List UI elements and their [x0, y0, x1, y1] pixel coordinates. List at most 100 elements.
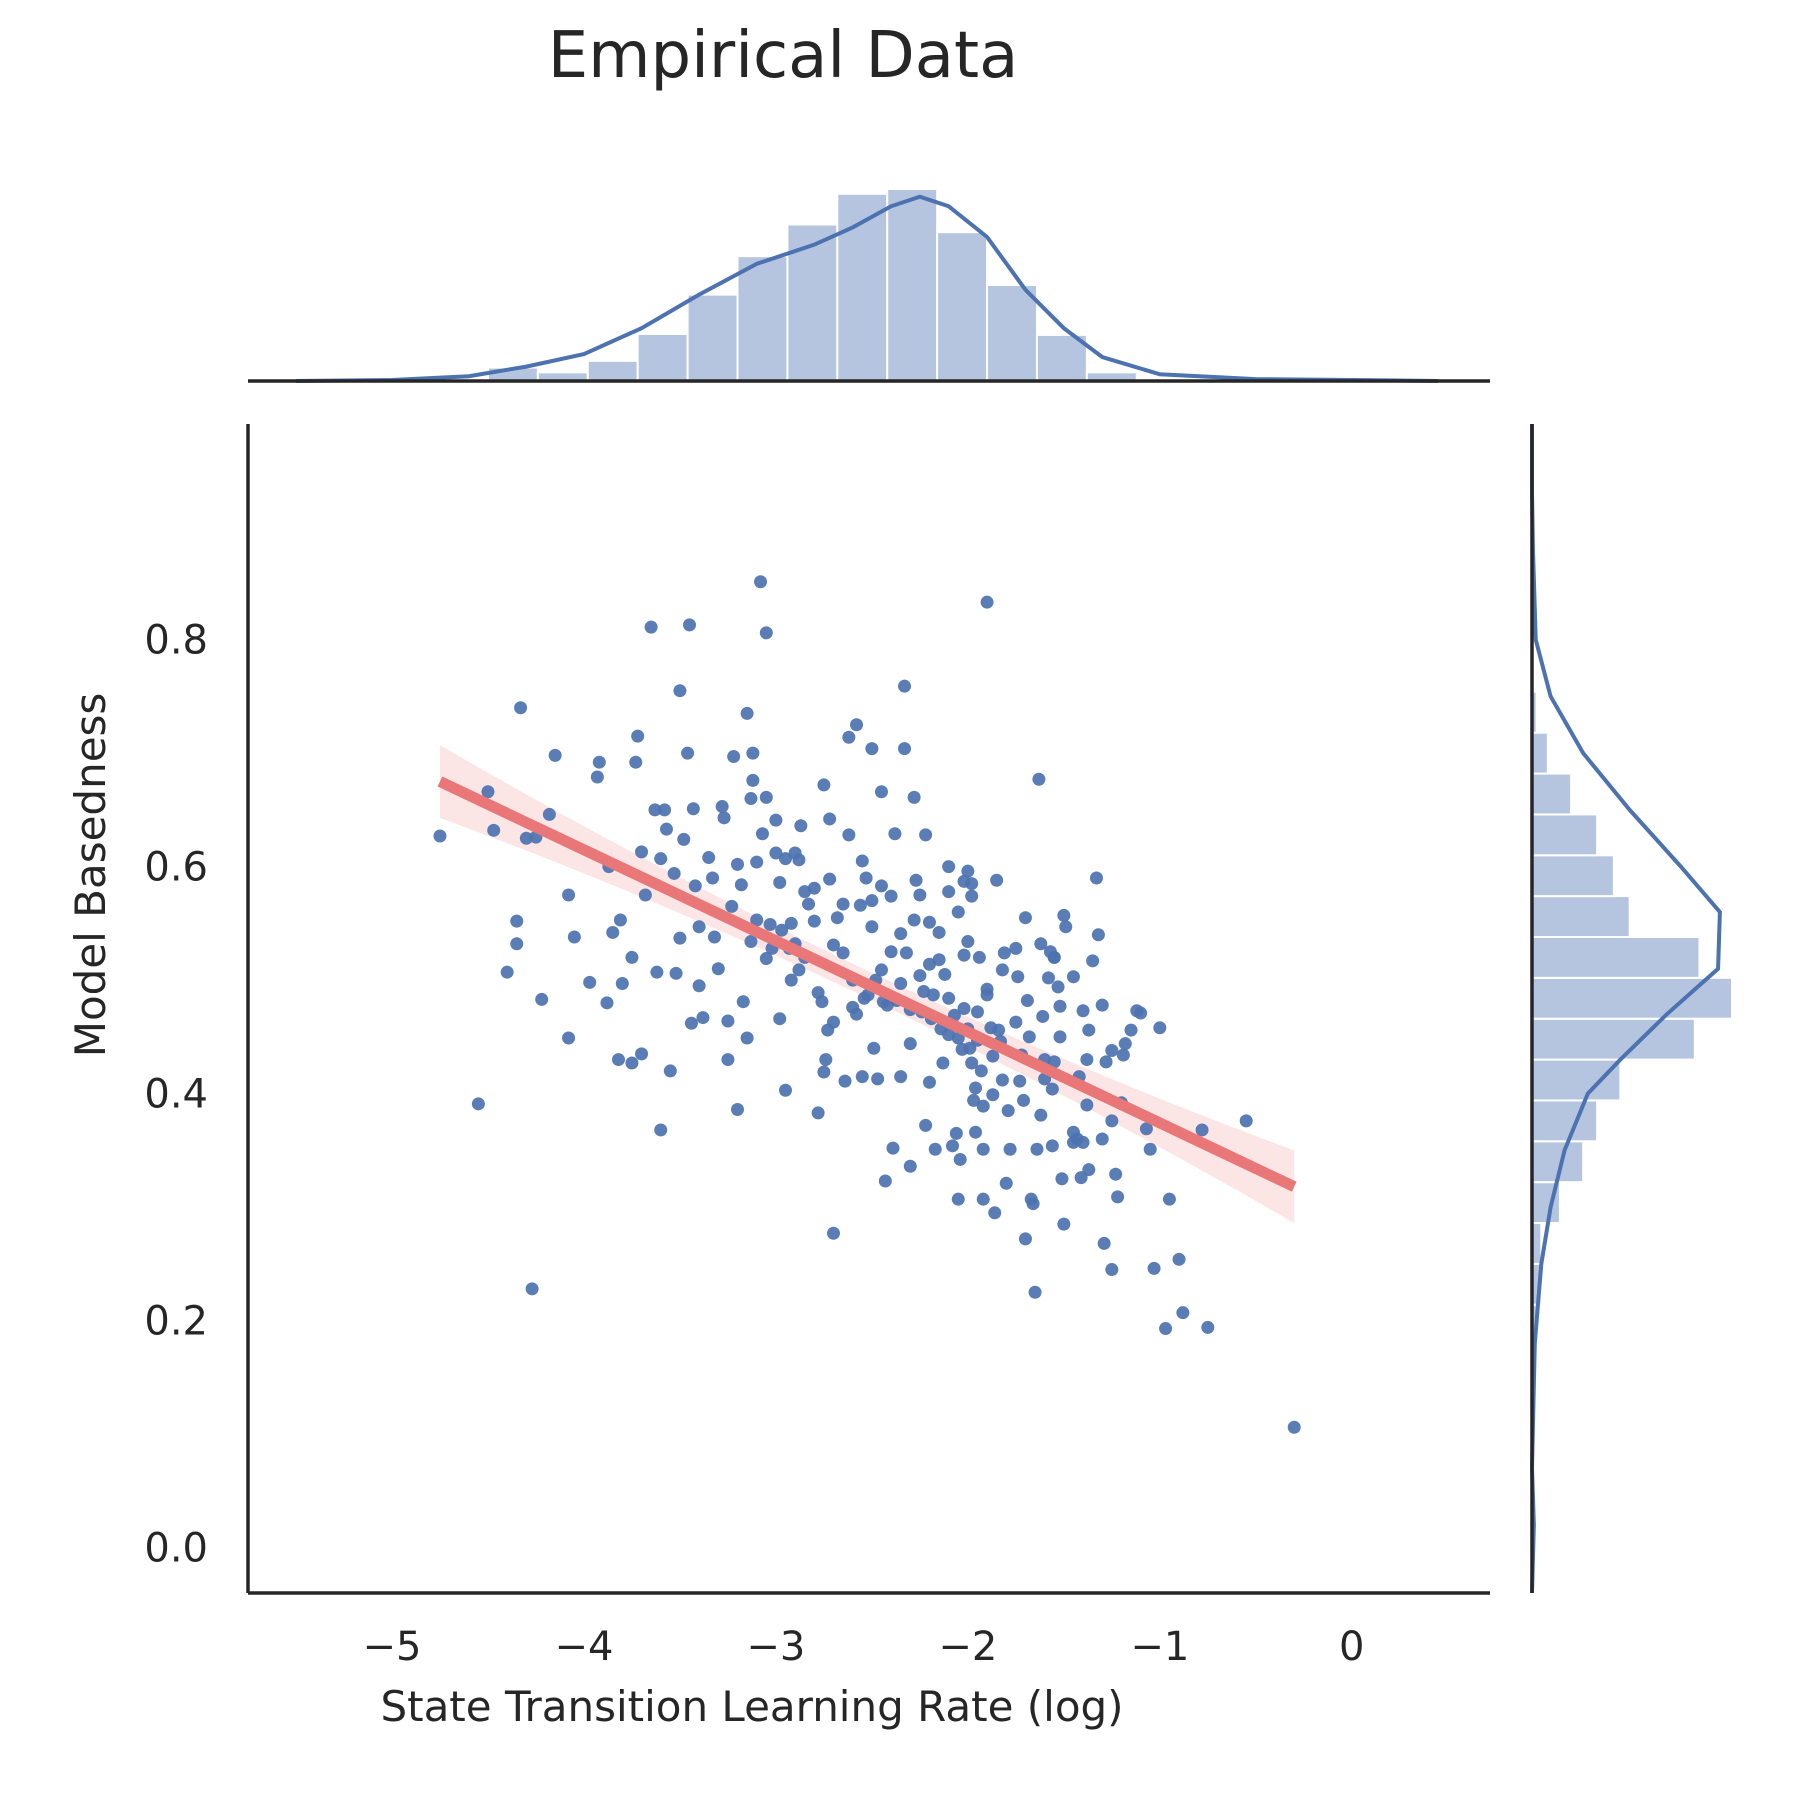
scatter-point [746, 773, 760, 787]
scatter-point [815, 995, 829, 1009]
x-tick-label: −1 [1130, 1624, 1189, 1670]
scatter-point [919, 1118, 933, 1132]
scatter-point [750, 855, 764, 869]
scatter-point [1020, 994, 1034, 1008]
scatter-point [744, 935, 758, 949]
scatter-point [830, 911, 844, 925]
scatter-point [1045, 1139, 1059, 1153]
y-tick-label: 0.0 [144, 1526, 208, 1572]
scatter-point [562, 888, 576, 902]
scatter-point [1099, 1055, 1113, 1069]
scatter-point [773, 876, 787, 890]
scatter-point [976, 1142, 990, 1156]
scatter-point [763, 918, 777, 932]
scatter-point [481, 785, 495, 799]
scatter-point [874, 879, 888, 893]
scatter-point [654, 1123, 668, 1137]
scatter-point [433, 829, 447, 843]
scatter-point [667, 866, 681, 880]
scatter-point [1086, 954, 1100, 968]
scatter-point [692, 920, 706, 934]
scatter-point [1105, 1263, 1119, 1277]
scatter-point [884, 889, 898, 903]
scatter-point [951, 905, 965, 919]
scatter-point [731, 857, 745, 871]
scatter-point [669, 966, 683, 980]
scatter-point [922, 1075, 936, 1089]
scatter-point [1082, 1163, 1096, 1177]
scatter-point [1053, 1030, 1067, 1044]
scatter-point [894, 977, 908, 991]
chart-title: Empirical Data [548, 19, 1019, 93]
scatter-point [784, 973, 798, 987]
scatter-point [683, 618, 697, 632]
right-hist-bar [1531, 1099, 1599, 1143]
scatter-point [654, 852, 668, 866]
scatter-point [567, 930, 581, 944]
scatter-point [759, 626, 773, 640]
scatter-point [886, 1141, 900, 1155]
scatter-point [1109, 1167, 1123, 1181]
scatter-point [990, 873, 1004, 887]
scatter-point [823, 812, 837, 826]
x-tick-label: −4 [554, 1624, 613, 1670]
scatter-point [648, 803, 662, 817]
scatter-point [784, 916, 798, 930]
scatter-point [1011, 970, 1025, 984]
scatter-point [842, 730, 856, 744]
scatter-point [932, 953, 946, 967]
scatter-point [525, 1282, 539, 1296]
regression-line [437, 776, 1297, 1192]
scatter-point [826, 938, 840, 952]
scatter-point [606, 925, 620, 939]
scatter-point [999, 1176, 1013, 1190]
right-hist-bar [1531, 731, 1549, 775]
scatter-point [974, 1064, 988, 1078]
scatter-point [635, 845, 649, 859]
right-kde-line [1529, 424, 1722, 1594]
scatter-point [510, 914, 524, 928]
scatter-point [874, 785, 888, 799]
scatter-point [997, 946, 1011, 960]
scatter-point [992, 1023, 1006, 1037]
scatter-point [590, 770, 604, 784]
scatter-point [938, 967, 952, 981]
scatter-point [817, 778, 831, 792]
scatter-point [926, 988, 940, 1002]
scatter-point [688, 879, 702, 893]
x-axis-ticks: −5 −4 −3 −2 −1 0 [362, 1624, 1364, 1670]
scatter-point [673, 684, 687, 698]
scatter-point [696, 1011, 710, 1025]
x-axis-label: State Transition Learning Rate (log) [380, 1682, 1123, 1731]
y-axis-ticks: 0.0 0.2 0.4 0.6 0.8 [144, 618, 208, 1572]
scatter-point [778, 852, 792, 866]
scatter-point [711, 962, 725, 976]
top-kde-line [295, 194, 1439, 383]
scatter-point [650, 965, 664, 979]
scatter-point [957, 948, 971, 962]
scatter-point [1116, 1048, 1130, 1062]
scatter-point [638, 888, 652, 902]
scatter-point [794, 819, 808, 833]
scatter-point [802, 897, 816, 911]
right-hist-bar [1531, 895, 1631, 938]
scatter-point [727, 750, 741, 764]
scatter-point [976, 1099, 990, 1113]
right-hist-bar [1531, 772, 1573, 816]
scatter-point [600, 996, 614, 1010]
scatter-point [865, 894, 879, 908]
scatter-point [1172, 1252, 1186, 1266]
scatter-point [865, 742, 879, 756]
scatter-point [1051, 980, 1065, 994]
scatter-point [811, 1106, 825, 1120]
scatter-point [942, 885, 956, 899]
scatter-point [855, 854, 869, 868]
scatter-point [899, 946, 913, 960]
x-tick-label: −5 [362, 1624, 421, 1670]
scatter-point [1162, 1192, 1176, 1206]
scatter-point [898, 742, 912, 756]
scatter-point [1095, 1132, 1109, 1146]
scatter-point [909, 873, 923, 887]
scatter-point [1153, 1021, 1167, 1035]
scatter-point [740, 1031, 754, 1045]
